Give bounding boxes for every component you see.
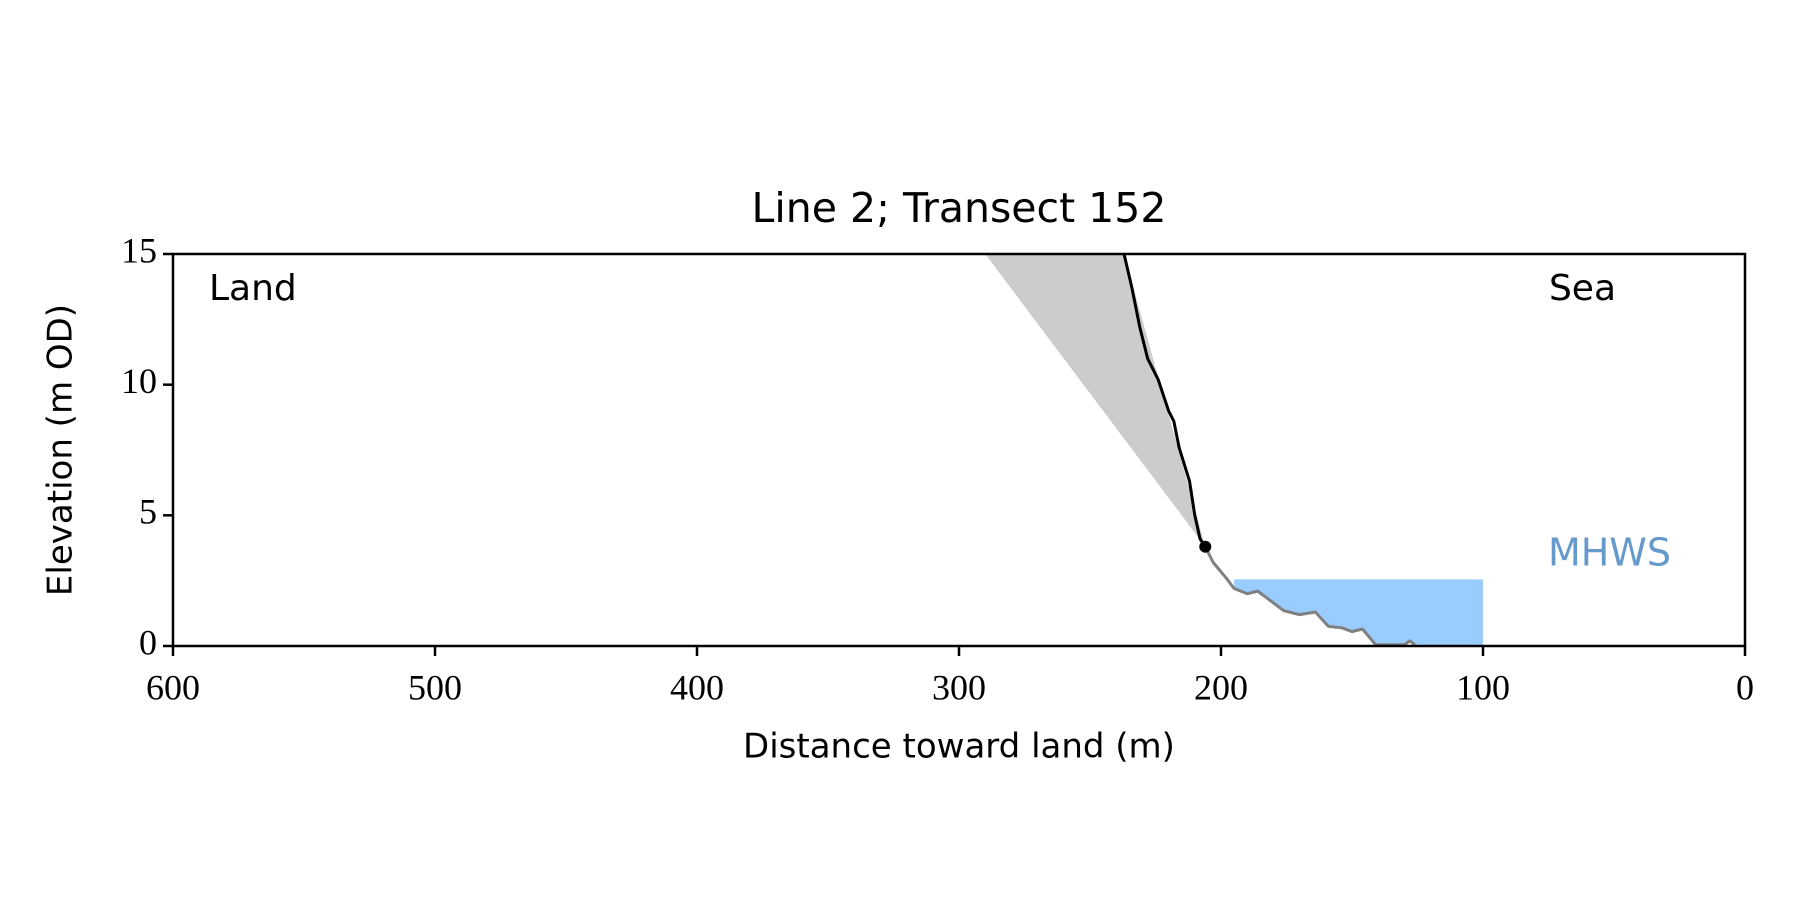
y-tick-label: 0 bbox=[139, 622, 157, 662]
annotation: Sea bbox=[1549, 268, 1616, 309]
x-tick-label: 100 bbox=[1456, 667, 1510, 707]
chart-title: Line 2; Transect 152 bbox=[752, 184, 1167, 232]
x-tick-label: 400 bbox=[670, 667, 724, 707]
point-marker bbox=[1199, 540, 1212, 553]
y-tick-label: 5 bbox=[139, 492, 157, 532]
x-axis-label: Distance toward land (m) bbox=[743, 727, 1175, 767]
x-tick-label: 600 bbox=[146, 667, 200, 707]
x-tick-label: 500 bbox=[408, 667, 462, 707]
x-tick-label: 300 bbox=[932, 667, 986, 707]
x-tick-label: 0 bbox=[1736, 667, 1754, 707]
annotation: Land bbox=[209, 268, 297, 309]
y-tick-label: 10 bbox=[121, 361, 157, 401]
profile-line bbox=[1122, 253, 1207, 548]
shaded-area bbox=[985, 254, 1206, 547]
y-tick-label: 15 bbox=[121, 230, 157, 270]
mhws-area bbox=[1234, 579, 1483, 646]
x-tick-label: 200 bbox=[1194, 667, 1248, 707]
plot-frame bbox=[171, 252, 1747, 648]
y-axis-label: Elevation (m OD) bbox=[41, 304, 81, 596]
mhws-label: MHWS bbox=[1548, 531, 1671, 575]
profile-line bbox=[1203, 546, 1416, 647]
